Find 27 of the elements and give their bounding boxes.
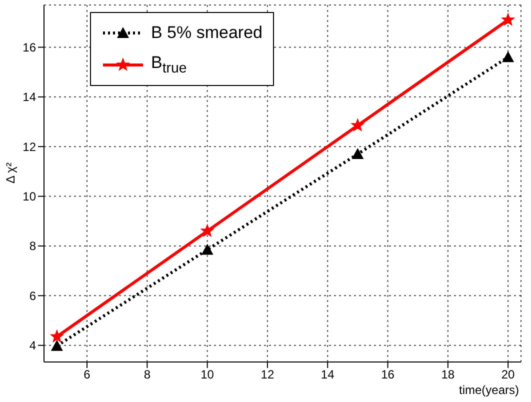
x-tick-label: 20 [501,368,516,382]
x-tick-label: 14 [320,368,335,382]
point [352,148,364,160]
point [502,51,514,62]
y-tick-label: 10 [22,190,36,204]
x-tick-label: 12 [260,368,274,382]
y-axis-title: Δ χ² [3,162,18,184]
point [201,244,214,255]
point [201,224,214,236]
y-tick-label: 14 [22,90,36,104]
legend-label: B 5% smeared [151,23,262,43]
y-tick-label: 4 [29,338,36,353]
x-tick-label: 6 [84,368,91,382]
y-tick-label: 12 [22,140,36,154]
point [50,340,63,351]
x-tick-label: 10 [200,368,214,382]
legend-label: B$_{true}$ [151,53,187,77]
x-tick-label: 8 [144,368,151,382]
point [502,13,514,26]
x-tick-label: 16 [381,368,395,382]
point [351,118,364,131]
y-tick-label: 6 [29,288,36,303]
y-tick-label: 16 [22,40,36,54]
y-tick-label: 8 [29,239,36,254]
x-tick-label: 18 [441,368,455,382]
x-axis-title: time(years) [458,383,519,397]
point [50,330,64,342]
